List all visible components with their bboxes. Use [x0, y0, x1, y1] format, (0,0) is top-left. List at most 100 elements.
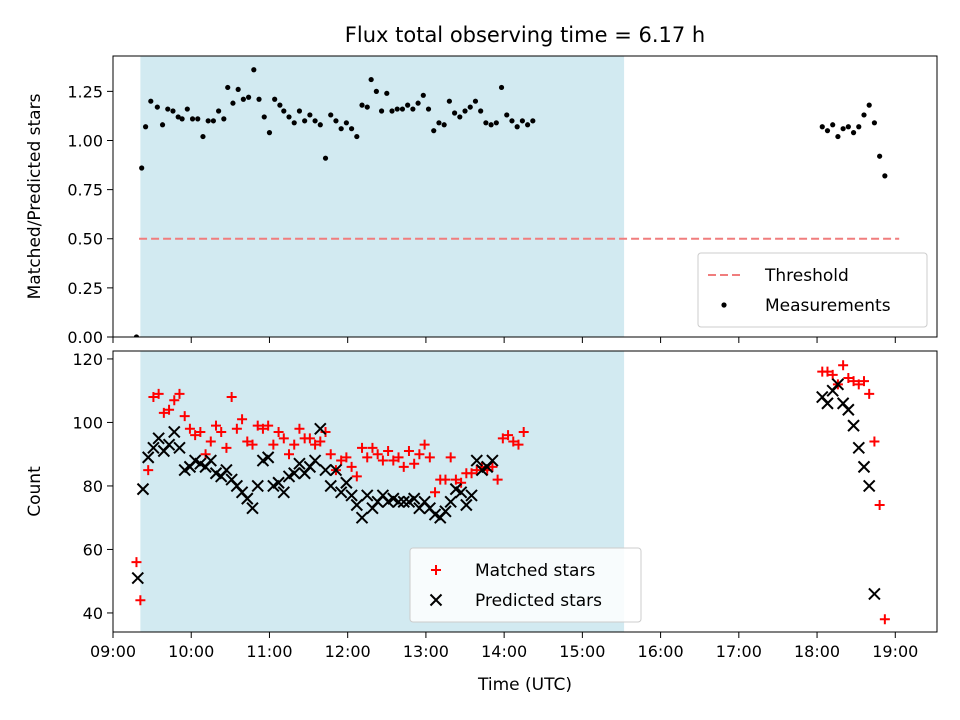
- measurement-point: [446, 98, 452, 104]
- measurement-point: [139, 165, 145, 171]
- predicted-star-point: [397, 495, 410, 509]
- measurement-point: [261, 114, 267, 120]
- measurement-point: [405, 102, 411, 108]
- matched-star-point: [853, 379, 864, 390]
- y-tick-label: 0.75: [67, 181, 103, 200]
- matched-star-point: [341, 452, 352, 463]
- measurement-point: [175, 114, 181, 120]
- matched-star-point: [200, 449, 211, 460]
- measurement-point: [354, 133, 360, 140]
- predicted-star-point: [842, 403, 855, 416]
- measurement-point: [200, 133, 206, 140]
- matched-star-point: [211, 420, 221, 431]
- measurement-point: [504, 112, 510, 118]
- predicted-star-point: [152, 432, 165, 445]
- legend-predicted-swatch: [429, 593, 443, 607]
- matched-star-point: [450, 474, 461, 485]
- measurement-point: [364, 104, 370, 110]
- matched-star-point: [135, 595, 146, 606]
- x-tick-label: 18:00: [794, 642, 840, 661]
- measurement-point: [483, 120, 489, 126]
- matched-star-point: [372, 449, 383, 460]
- predicted-star-point: [486, 454, 499, 467]
- measurement-point: [389, 108, 395, 114]
- matched-star-point: [226, 392, 237, 403]
- predicted-star-point: [288, 467, 301, 480]
- predicted-star-point: [868, 587, 881, 601]
- matched-star-point: [445, 452, 456, 463]
- matched-star-point: [456, 477, 467, 488]
- measurement-point: [205, 118, 211, 124]
- chart-title: Flux total observing time = 6.17 h: [345, 23, 705, 47]
- matched-star-point: [336, 455, 347, 466]
- matched-star-point: [179, 411, 190, 422]
- measurement-point: [133, 334, 140, 337]
- measurement-point: [328, 112, 334, 118]
- matched-star-point: [346, 461, 357, 472]
- matched-star-point: [879, 614, 890, 625]
- measurement-point: [281, 108, 287, 114]
- matched-star-point: [289, 439, 300, 450]
- legend-box: [697, 252, 928, 328]
- predicted-star-point: [831, 378, 845, 391]
- measurement-point: [525, 122, 531, 128]
- matched-star-point: [325, 449, 336, 460]
- matched-star-point: [257, 423, 268, 434]
- measurement-point: [861, 112, 867, 118]
- matched-star-point: [827, 369, 838, 380]
- matched-star-point: [164, 404, 175, 415]
- measurement-point: [338, 126, 344, 132]
- matched-star-point: [367, 442, 378, 453]
- matched-star-point: [513, 439, 524, 450]
- measurement-point: [415, 100, 421, 106]
- matched-star-point: [388, 455, 399, 466]
- matched-star-point: [398, 461, 409, 472]
- matched-star-point: [131, 557, 142, 568]
- predicted-star-point: [465, 489, 478, 502]
- measurement-point: [530, 118, 536, 124]
- x-tick-label: 19:00: [872, 642, 918, 661]
- panel-1-plot-area: [133, 56, 900, 337]
- measurement-point: [467, 104, 473, 110]
- matched-star-point: [822, 366, 833, 377]
- measurement-point: [493, 120, 499, 126]
- measurement-point: [184, 106, 190, 112]
- matched-star-point: [869, 436, 880, 447]
- predicted-star-point: [162, 438, 176, 451]
- predicted-star-point: [293, 457, 306, 470]
- x-tick-label: 12:00: [325, 642, 371, 661]
- matched-star-point: [195, 426, 206, 437]
- measurement-point: [266, 130, 273, 136]
- matched-star-point: [205, 436, 216, 447]
- predicted-star-point: [407, 492, 421, 505]
- predicted-star-point: [340, 476, 353, 489]
- measurement-point: [216, 108, 222, 114]
- predicted-star-point: [361, 489, 374, 502]
- matched-star-point: [492, 474, 503, 485]
- x-tick-label: 10:00: [168, 642, 214, 661]
- matched-star-point: [169, 395, 180, 406]
- measurement-point: [251, 67, 257, 73]
- measurement-point: [384, 90, 390, 96]
- measurement-point: [195, 116, 201, 122]
- measurement-point: [514, 124, 520, 130]
- y-tick-label: 1.25: [67, 82, 103, 101]
- predicted-star-point: [277, 486, 291, 499]
- x-tick-label: 13:00: [403, 642, 449, 661]
- matched-star-point: [503, 430, 514, 441]
- matched-star-point: [263, 420, 274, 431]
- predicted-star-point: [862, 479, 876, 493]
- matched-star-point: [221, 442, 232, 453]
- matched-star-point: [864, 388, 875, 399]
- measurement-point: [410, 106, 416, 112]
- measurement-point: [399, 106, 406, 112]
- measurement-point: [230, 100, 236, 106]
- matched-star-point: [273, 426, 284, 437]
- measurement-point: [235, 86, 241, 93]
- matched-star-point: [874, 499, 885, 510]
- matched-star-point: [357, 442, 368, 453]
- measurement-point: [835, 133, 841, 140]
- matched-star-point: [158, 407, 169, 418]
- matched-star-point: [237, 414, 248, 425]
- measurement-point: [256, 96, 262, 102]
